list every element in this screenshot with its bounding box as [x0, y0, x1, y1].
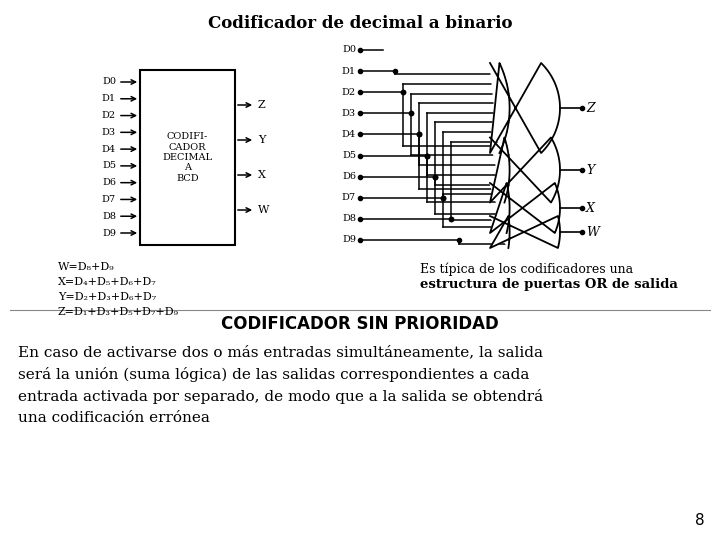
Text: Y=D₂+D₃+D₆+D₇: Y=D₂+D₃+D₆+D₇: [58, 292, 156, 302]
Text: D3: D3: [342, 109, 356, 118]
Polygon shape: [490, 63, 560, 153]
Text: W: W: [586, 226, 599, 239]
Text: D5: D5: [102, 161, 116, 171]
Text: D4: D4: [102, 145, 116, 153]
Text: Y: Y: [258, 135, 266, 145]
Text: En caso de activarse dos o más entradas simultáneamente, la salida: En caso de activarse dos o más entradas …: [18, 345, 543, 359]
Text: X: X: [258, 170, 266, 180]
Text: estructura de puertas OR de salida: estructura de puertas OR de salida: [420, 278, 678, 291]
Text: una codificación errónea: una codificación errónea: [18, 411, 210, 425]
Text: W: W: [258, 205, 269, 215]
Text: D5: D5: [342, 151, 356, 160]
Text: D4: D4: [342, 130, 356, 139]
Text: entrada activada por separado, de modo que a la salida se obtendrá: entrada activada por separado, de modo q…: [18, 389, 543, 404]
Text: D9: D9: [342, 235, 356, 245]
Text: será la unión (suma lógica) de las salidas correspondientes a cada: será la unión (suma lógica) de las salid…: [18, 367, 529, 382]
Text: W=D₈+D₉: W=D₈+D₉: [58, 262, 114, 272]
Text: Z=D₁+D₃+D₅+D₇+D₉: Z=D₁+D₃+D₅+D₇+D₉: [58, 307, 179, 317]
Text: D0: D0: [102, 78, 116, 86]
Text: D8: D8: [342, 214, 356, 224]
Bar: [140, 70, 235, 245]
Text: D2: D2: [102, 111, 116, 120]
Text: Es típica de los codificadores una: Es típica de los codificadores una: [420, 262, 633, 275]
Text: Y: Y: [586, 164, 594, 177]
Text: 8: 8: [696, 513, 705, 528]
Polygon shape: [490, 216, 560, 248]
Text: CODIFI-
CADOR
DECIMAL
A
BCD: CODIFI- CADOR DECIMAL A BCD: [163, 132, 212, 183]
Text: D1: D1: [102, 94, 116, 103]
Text: CODIFICADOR SIN PRIORIDAD: CODIFICADOR SIN PRIORIDAD: [221, 315, 499, 333]
Text: D8: D8: [102, 212, 116, 221]
Text: Z: Z: [258, 100, 266, 110]
Text: D7: D7: [342, 193, 356, 202]
Text: D7: D7: [102, 195, 116, 204]
Text: D3: D3: [102, 128, 116, 137]
Polygon shape: [490, 183, 560, 233]
Text: D1: D1: [342, 66, 356, 76]
Text: D2: D2: [342, 87, 356, 97]
Text: Codificador de decimal a binario: Codificador de decimal a binario: [208, 15, 512, 32]
Text: D9: D9: [102, 228, 116, 238]
Text: D6: D6: [342, 172, 356, 181]
Text: D6: D6: [102, 178, 116, 187]
Text: X: X: [586, 201, 595, 214]
Text: Z: Z: [586, 102, 595, 114]
Text: D0: D0: [342, 45, 356, 55]
Text: X=D₄+D₅+D₆+D₇: X=D₄+D₅+D₆+D₇: [58, 277, 157, 287]
Polygon shape: [490, 138, 560, 202]
